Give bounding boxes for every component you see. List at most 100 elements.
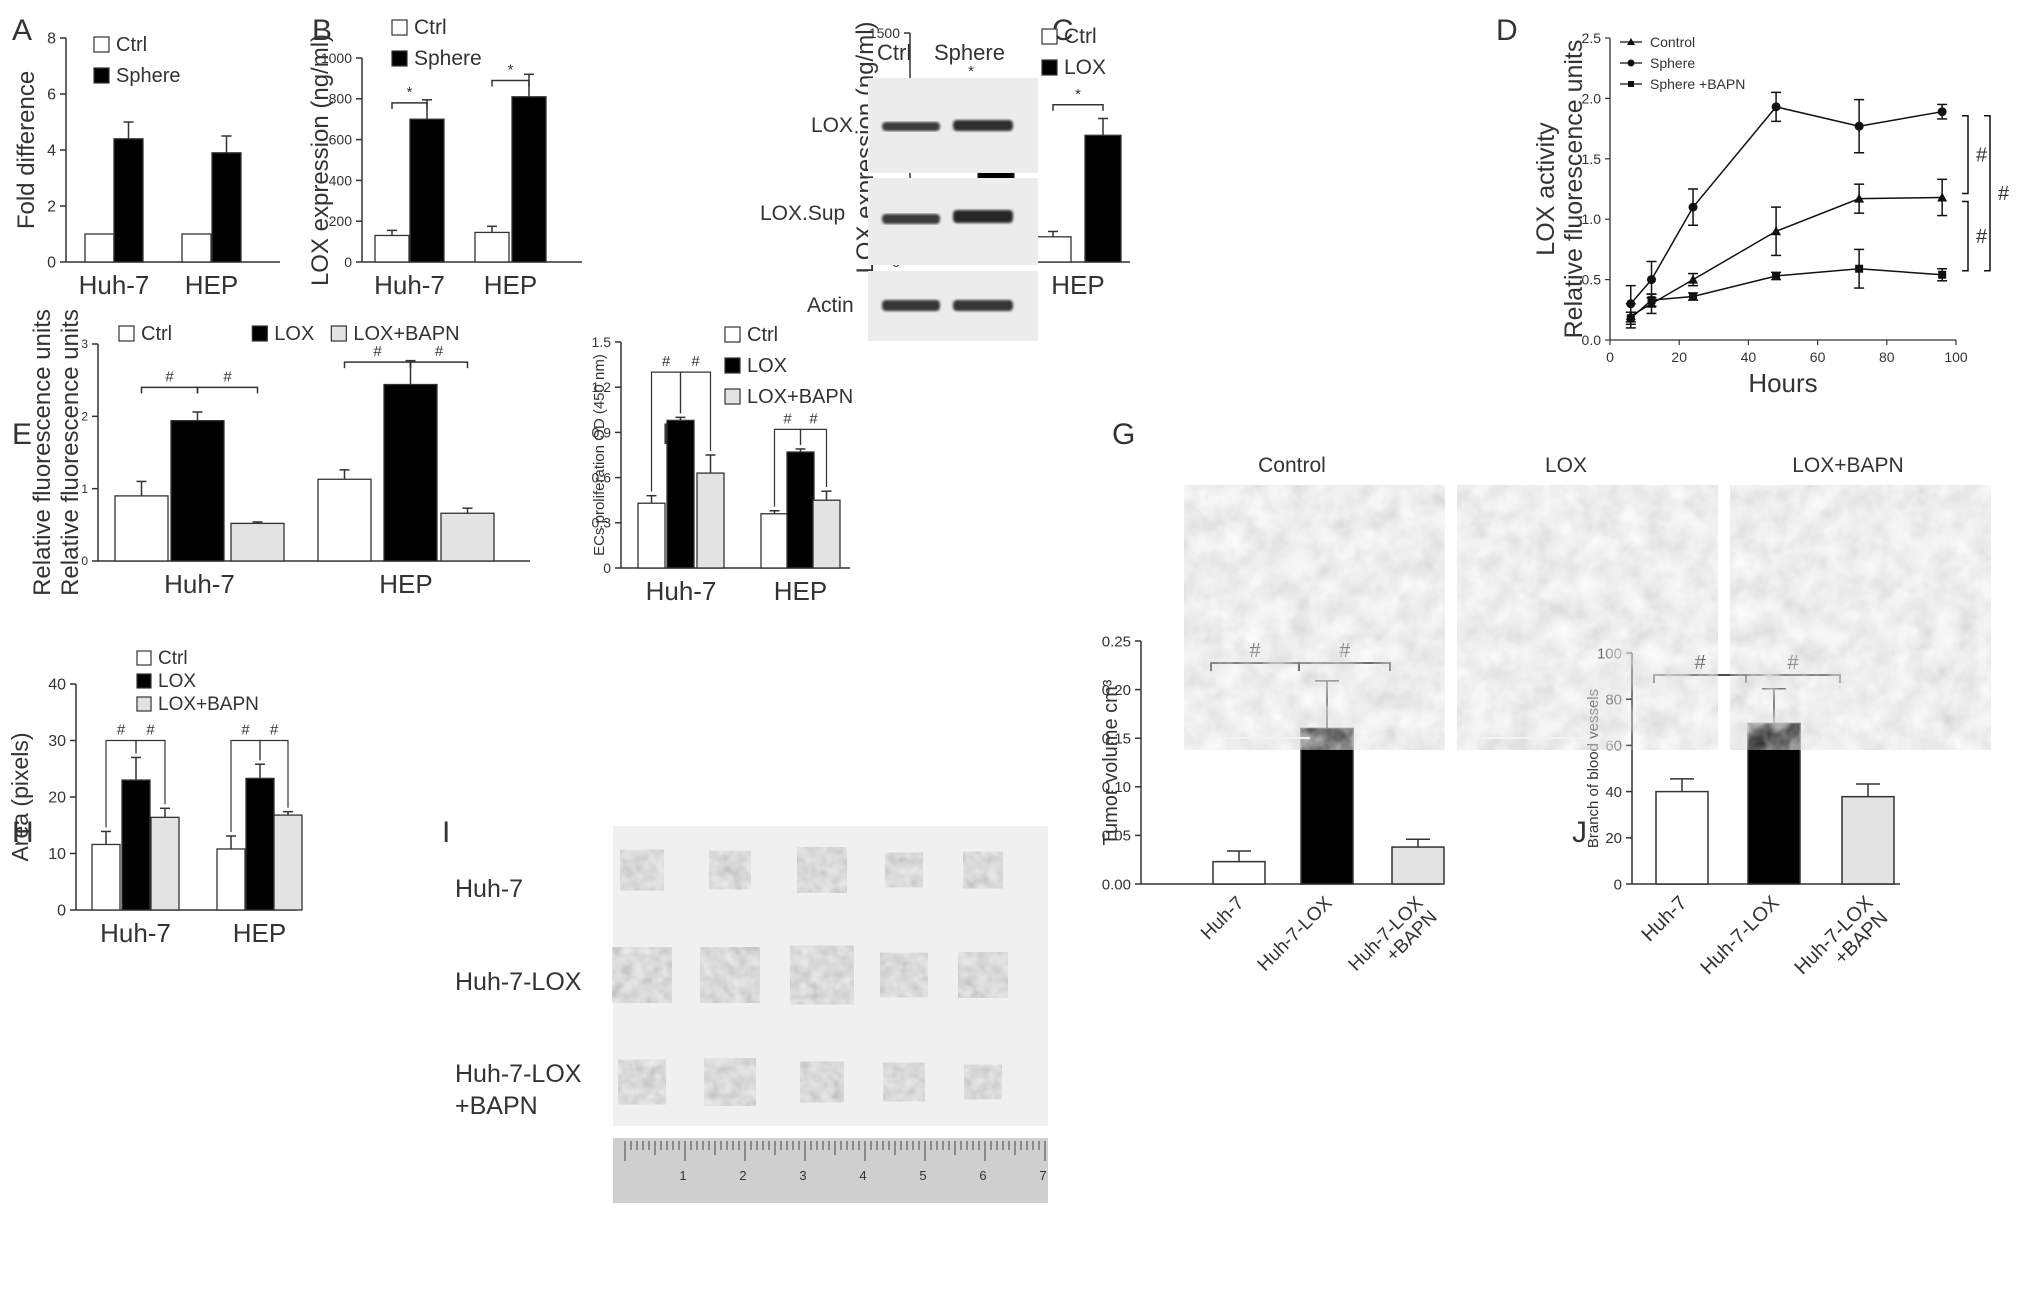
bar [114, 495, 169, 562]
bar [150, 816, 180, 911]
y-tick-label: 40 [48, 677, 66, 694]
data-point [1937, 192, 1948, 202]
panel-letter-b: B [312, 14, 332, 47]
y-tick-label: 0.3 [592, 515, 612, 531]
legend-swatch [724, 357, 741, 374]
bar [181, 233, 212, 263]
x-category-label: Huh-7-LOX [1254, 892, 1337, 975]
x-tick-label: 60 [1810, 349, 1826, 365]
legend-label: LOX [747, 355, 787, 377]
y-tick-label: 400 [329, 172, 353, 188]
micrograph-image [1184, 485, 1445, 750]
bar [1212, 860, 1266, 885]
y-tick-label: 0.15 [1102, 730, 1131, 747]
significance-bracket [391, 102, 428, 109]
tumor-sample [800, 1061, 844, 1103]
legend-label: LOX [1064, 56, 1106, 79]
tumor-sample [704, 1058, 756, 1106]
bar [216, 848, 246, 911]
legend-label: LOX+BAPN [747, 386, 853, 408]
ruler-number: 6 [979, 1168, 986, 1183]
panel-letter-g: G [1112, 418, 1135, 451]
blot-header-sphere: Sphere [934, 40, 1005, 65]
data-point [1647, 296, 1656, 305]
significance-bracket [259, 739, 289, 808]
significance-bracket [343, 361, 412, 369]
y-tick-label: 0 [57, 903, 66, 920]
y-axis-label-2: LOX activity [1532, 122, 1560, 256]
bar [637, 502, 666, 569]
legend-swatch [136, 650, 152, 666]
y-tick-label: 6 [47, 87, 56, 104]
blot-label-loxsup: LOX.Sup [760, 202, 845, 225]
bar [786, 451, 815, 569]
tumor-sample [797, 847, 847, 893]
significance-bracket [140, 386, 199, 394]
blot-label-actin: Actin [807, 294, 854, 317]
significance-bracket [679, 371, 712, 451]
bar [245, 777, 275, 911]
legend-swatch [251, 325, 268, 342]
significance-bracket [196, 386, 259, 394]
blot-label-lox: LOX [811, 114, 853, 137]
bar [666, 419, 695, 569]
y-axis-label: Area (pixels) [7, 732, 33, 861]
x-category-label: Huh-7-LOX+BAPN [1345, 892, 1442, 989]
y-tick-label: 200 [329, 213, 353, 229]
data-point [1938, 270, 1947, 279]
micrograph-image [1730, 485, 1991, 750]
data-point [1626, 314, 1635, 323]
x-category-label: HEP [484, 270, 537, 300]
western-blot: Ctrl Sphere LOX LOX.Sup Actin [760, 40, 1038, 341]
legend-swatch [136, 673, 152, 689]
y-tick-label: 0.20 [1102, 682, 1131, 699]
y-axis-label-2: Relative fluorescence units [57, 309, 84, 596]
significance-bracket [1984, 114, 1991, 272]
blot-band [882, 300, 940, 311]
bar [511, 96, 547, 263]
significance-marker: # [691, 353, 700, 370]
bar [91, 843, 121, 911]
x-category-label: Huh-7 [1637, 892, 1691, 946]
ruler-number: 5 [919, 1168, 926, 1183]
bar [374, 234, 410, 263]
y-tick-label: 0 [81, 554, 88, 568]
legend-label: Sphere +BAPN [1650, 76, 1745, 92]
y-tick-label: 20 [48, 790, 66, 807]
bar [1841, 795, 1895, 885]
x-category-label: HEP [379, 569, 432, 599]
x-category-label: Huh-7 [79, 270, 150, 300]
legend-label: LOX [158, 671, 196, 692]
x-tick-label: 0 [1606, 349, 1614, 365]
tumor-sample [790, 945, 854, 1005]
y-axis-label: ECs proliferation OD (450 nm) [591, 354, 608, 556]
data-point [1772, 271, 1781, 280]
micrographs: Control LOX LOX+BAPN [1184, 454, 1991, 750]
legend-label: Ctrl [1064, 25, 1097, 48]
y-tick-label: 0.25 [1102, 633, 1131, 650]
significance-bracket [799, 428, 828, 488]
significance-marker: # [241, 722, 250, 739]
significance-marker: * [1075, 86, 1081, 103]
blot-header-ctrl: Ctrl [877, 40, 911, 65]
y-tick-label: 1000 [321, 50, 352, 66]
x-tick-label: 20 [1671, 349, 1687, 365]
chart-f-ec-proliferation: 0 0.3 0.6 0.9 1.2 1.5 ECs proliferation OD (45… [591, 324, 853, 606]
data-point [1689, 292, 1698, 301]
blot-band [953, 120, 1013, 131]
legend-label: LOX+BAPN [353, 323, 459, 345]
y-tick-label: 1.5 [592, 334, 612, 350]
ruler-number: 7 [1039, 1168, 1046, 1183]
y-tick-label: 0.9 [592, 424, 612, 440]
x-category-label: HEP [233, 918, 286, 948]
bar [1655, 790, 1709, 885]
y-tick-label: 3 [81, 337, 88, 351]
legend-swatch [391, 19, 408, 36]
significance-marker: # [1976, 226, 1988, 248]
x-category-label: Huh-7 [100, 918, 171, 948]
y-tick-label: 0 [1614, 876, 1622, 893]
y-tick-label: 2 [81, 410, 88, 424]
x-tick-label: 100 [1944, 349, 1968, 365]
